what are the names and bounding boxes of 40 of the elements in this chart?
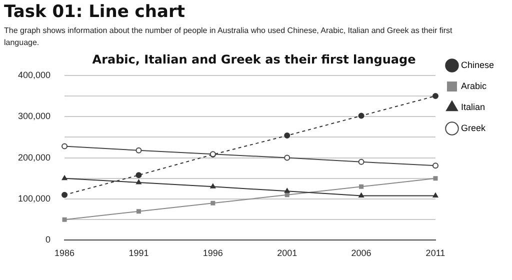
point	[136, 180, 142, 184]
point	[62, 175, 68, 180]
point	[433, 176, 438, 181]
point	[284, 188, 290, 193]
point	[358, 192, 364, 198]
x-tick-label: 1986	[54, 248, 75, 258]
point	[284, 132, 290, 139]
point	[358, 112, 364, 119]
point	[210, 184, 216, 188]
x-tick-label: 2001	[277, 248, 298, 258]
point	[358, 158, 364, 165]
legend-label: Greek	[460, 122, 486, 133]
y-tick-label: 0	[46, 234, 51, 245]
y-tick-label: 400,000	[18, 70, 51, 80]
legend-label: Italian	[460, 102, 486, 112]
point	[136, 172, 142, 178]
y-tick-label: 300,000	[18, 111, 51, 122]
point	[432, 93, 438, 99]
point	[359, 184, 364, 189]
chart-title: Arabic, Italian and Greek as their first language	[92, 52, 416, 66]
text: The graph shows information about the number of people in Australia who used Chinese, Arabic, Italian and Greek as their first language.	[4, 25, 454, 49]
point	[432, 162, 438, 169]
point	[284, 154, 290, 161]
point	[62, 143, 68, 150]
legend-label: Chinese	[460, 60, 494, 70]
x-tick-label: 2006	[351, 248, 372, 258]
point	[284, 192, 290, 198]
x-tick-label: 2011	[426, 248, 446, 258]
y-tick-label: 200,000	[18, 152, 51, 162]
point	[136, 147, 142, 154]
point	[62, 192, 68, 198]
text: Task 01: Line chart	[4, 2, 186, 22]
x-tick-label: 1991	[128, 248, 149, 258]
y-tick-label: 100,000	[18, 193, 51, 204]
point	[136, 209, 141, 214]
legend-label: Arabic	[460, 80, 487, 91]
point	[62, 217, 67, 222]
point	[210, 200, 216, 206]
x-tick-label: 1996	[202, 248, 223, 258]
point	[432, 192, 438, 198]
